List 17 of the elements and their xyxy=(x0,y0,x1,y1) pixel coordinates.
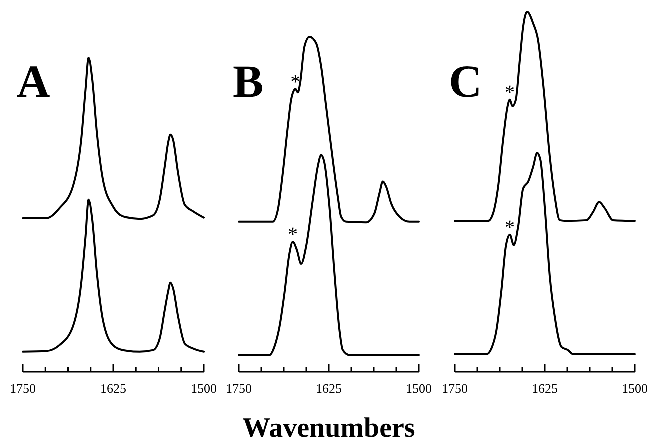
x-axis-title: Wavenumbers xyxy=(242,413,416,444)
annotation: * xyxy=(505,82,516,104)
x-tick-label: 1750 xyxy=(226,381,252,396)
x-tick-label: 1500 xyxy=(191,381,217,396)
chart-title: A xyxy=(17,56,50,107)
text: C xyxy=(449,56,482,107)
x-tick-label: 1500 xyxy=(406,381,432,396)
x-tick-label: 1625 xyxy=(316,381,342,396)
x-tick-label: 1500 xyxy=(622,381,648,396)
annotation: * xyxy=(288,224,298,246)
x-tick-label: 1625 xyxy=(532,381,558,396)
chart-title: B xyxy=(233,56,264,107)
x-tick-label: 1625 xyxy=(100,381,126,396)
annotation: * xyxy=(290,71,301,94)
x-tick-label: 1750 xyxy=(442,381,468,396)
annotation: * xyxy=(505,216,516,239)
x-tick-label: 1750 xyxy=(10,381,36,396)
